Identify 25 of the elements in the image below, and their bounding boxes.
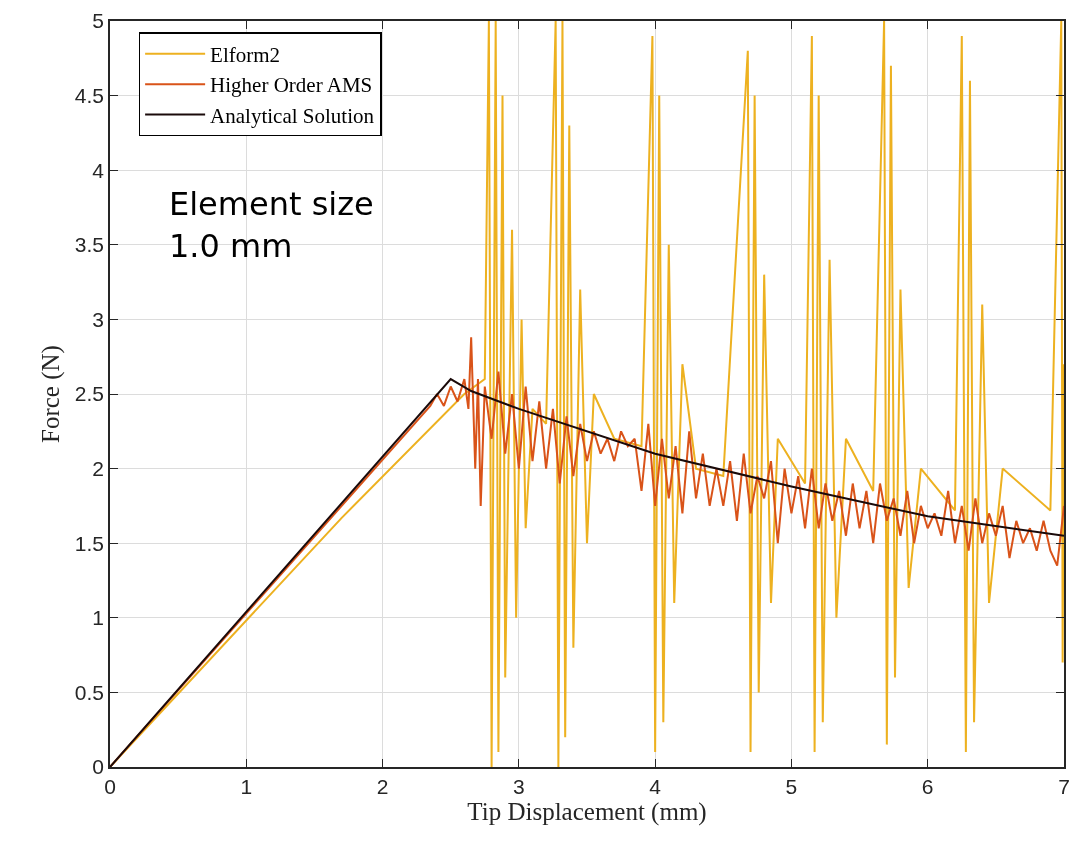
y-tick-label: 3.5	[74, 233, 105, 257]
x-tick-label: 4	[649, 774, 662, 798]
x-tick-label: 1	[240, 774, 253, 798]
y-axis-title: Force (N)	[37, 345, 66, 443]
legend-label: Analytical Solution	[210, 103, 375, 128]
legend-label: Elform2	[210, 43, 281, 68]
annotation: Element size 1.0 mm	[169, 185, 374, 265]
line-series	[110, 21, 1064, 767]
x-tick-label: 7	[1058, 774, 1070, 798]
x-tick-label: 5	[785, 774, 798, 798]
y-tick-label: 3	[92, 307, 105, 331]
y-tick-label: 1.5	[74, 531, 105, 555]
x-tick-label: 2	[376, 774, 389, 798]
x-axis-title: Tip Displacement (mm)	[467, 798, 707, 827]
y-tick-label: 0.5	[74, 680, 105, 704]
y-tick-label: 0	[92, 755, 105, 779]
y-tick-label: 4.5	[74, 83, 105, 107]
y-tick-label: 1	[92, 606, 105, 630]
y-tick-label: 2	[92, 456, 105, 480]
x-tick-label: 3	[513, 774, 525, 798]
legend-label: Higher Order AMS	[210, 73, 373, 98]
x-tick-label: 6	[921, 774, 934, 798]
y-tick-label: 2.5	[74, 382, 105, 406]
y-tick-label: 5	[92, 9, 105, 33]
y-tick-label: 4	[92, 158, 105, 182]
